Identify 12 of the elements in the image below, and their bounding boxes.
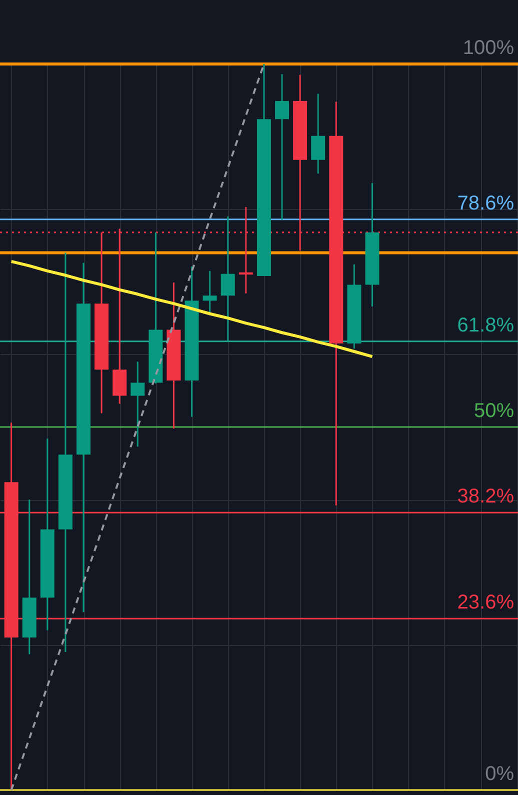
candlestick	[275, 73, 290, 221]
ref-line-label: 50%	[474, 400, 514, 422]
ref-line-label: 38.2%	[457, 486, 514, 508]
ref-line-label: 0%	[485, 763, 514, 785]
candlestick	[311, 93, 326, 174]
candlestick	[220, 216, 235, 342]
ref-line-label: 23.6%	[457, 592, 514, 614]
ref-line-label: 61.8%	[457, 314, 514, 336]
ref-line-label: 100%	[462, 37, 514, 59]
candlestick	[130, 360, 145, 448]
ref-line-label: 78.6%	[457, 192, 514, 214]
candlestick	[202, 270, 217, 314]
